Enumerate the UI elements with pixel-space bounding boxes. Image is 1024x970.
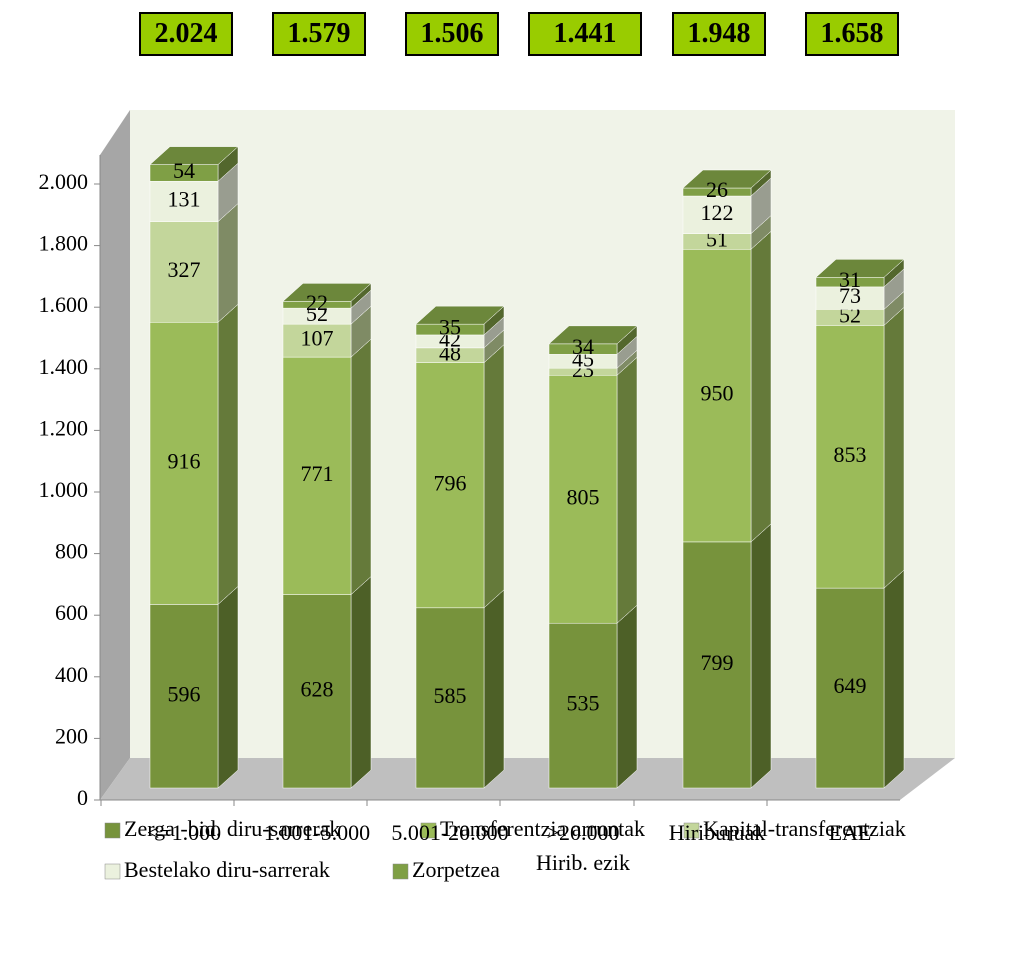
y-tick-label: 1.600 <box>39 292 89 317</box>
bar-side <box>350 576 372 789</box>
data-label: 799 <box>701 650 734 675</box>
bar <box>149 604 219 789</box>
data-label: 649 <box>834 673 867 698</box>
bar-side <box>883 569 905 789</box>
bar <box>282 594 352 789</box>
bar-top <box>682 169 772 189</box>
bar-top <box>149 146 239 165</box>
bar-top <box>815 259 905 278</box>
bar <box>415 607 485 789</box>
y-tick-label: 600 <box>55 600 88 625</box>
y-tick-label: 1.000 <box>39 477 89 502</box>
legend-swatch <box>104 863 121 880</box>
legend-label: Kapital-transferentziak <box>703 816 906 841</box>
total-label: 1.506 <box>405 12 499 56</box>
bar-side <box>483 589 505 789</box>
data-label: 596 <box>168 681 201 706</box>
y-tick-label: 800 <box>55 539 88 564</box>
bar <box>682 195 752 234</box>
bar-side <box>217 585 239 789</box>
legend-swatch <box>104 822 121 839</box>
data-label: 950 <box>701 381 734 406</box>
total-label: 1.441 <box>528 12 642 56</box>
data-label: 327 <box>168 257 201 282</box>
x-tick-label: >20.000 Hirib. ezik <box>535 820 631 875</box>
x-tick-label: <=1.000 <box>146 820 222 845</box>
data-label: 31 <box>839 267 861 292</box>
data-label: 22 <box>306 290 328 315</box>
bar <box>149 322 219 605</box>
bar-top <box>282 283 372 302</box>
x-tick-label: 1.001-5.000 <box>263 820 371 845</box>
x-tick-label: EAE <box>828 820 872 845</box>
bar-side <box>750 523 772 789</box>
data-label: 771 <box>301 461 334 486</box>
bar-side <box>616 356 638 624</box>
y-tick-label: 1.200 <box>39 415 89 440</box>
data-label: 122 <box>701 200 734 225</box>
legend-swatch <box>392 863 409 880</box>
data-label: 628 <box>301 676 334 701</box>
data-label: 805 <box>567 484 600 509</box>
x-tick-label: 5.001-20.000 <box>391 820 509 845</box>
y-tick-label: 2.000 <box>39 169 89 194</box>
legend-label: Zerga -bid. diru-sarrerak <box>124 816 340 841</box>
total-label: 2.024 <box>139 12 233 56</box>
bar <box>682 249 752 543</box>
data-label: 585 <box>434 683 467 708</box>
total-label: 1.579 <box>272 12 366 56</box>
bar <box>149 180 219 222</box>
legend-swatch <box>683 822 700 839</box>
legend-swatch <box>420 822 437 839</box>
data-label: 131 <box>168 186 201 211</box>
legend-label: Transferentzia arruntak <box>440 816 645 841</box>
legend-label: Bestelako diru-sarrerak <box>124 857 330 882</box>
data-label: 35 <box>439 315 461 340</box>
y-tick-label: 1.800 <box>39 231 89 256</box>
side-wall <box>100 110 130 800</box>
x-tick-label: Hiriburuak <box>668 820 766 845</box>
bar <box>682 541 752 789</box>
bar-top <box>415 305 505 325</box>
bar <box>415 362 485 609</box>
data-label: 853 <box>834 442 867 467</box>
y-tick-label: 1.400 <box>39 354 89 379</box>
data-label: 107 <box>301 326 334 351</box>
bar-side <box>483 344 505 609</box>
bar <box>149 221 219 323</box>
y-tick-label: 400 <box>55 662 88 687</box>
total-label: 1.948 <box>672 12 766 56</box>
bar <box>282 356 352 595</box>
total-label: 1.658 <box>805 12 899 56</box>
bar-side <box>750 230 772 543</box>
bar-side <box>883 306 905 589</box>
data-label: 73 <box>839 283 861 308</box>
bar-side <box>217 203 239 323</box>
data-label: 54 <box>173 158 195 183</box>
bar <box>815 587 885 789</box>
data-label: 26 <box>706 177 728 202</box>
bar-top <box>548 325 638 345</box>
data-label: 916 <box>168 448 201 473</box>
data-label: 34 <box>572 334 594 359</box>
bar <box>548 375 618 624</box>
bar-side <box>350 338 372 596</box>
data-label: 535 <box>567 691 600 716</box>
bar <box>548 622 618 789</box>
bar <box>282 323 352 358</box>
bar-side <box>217 303 239 605</box>
data-label: 796 <box>434 470 467 495</box>
y-tick-label: 0 <box>77 785 88 810</box>
bar <box>815 325 885 589</box>
bar-side <box>616 604 638 789</box>
legend-label: Zorpetzea <box>412 857 500 882</box>
y-tick-label: 200 <box>55 723 88 748</box>
